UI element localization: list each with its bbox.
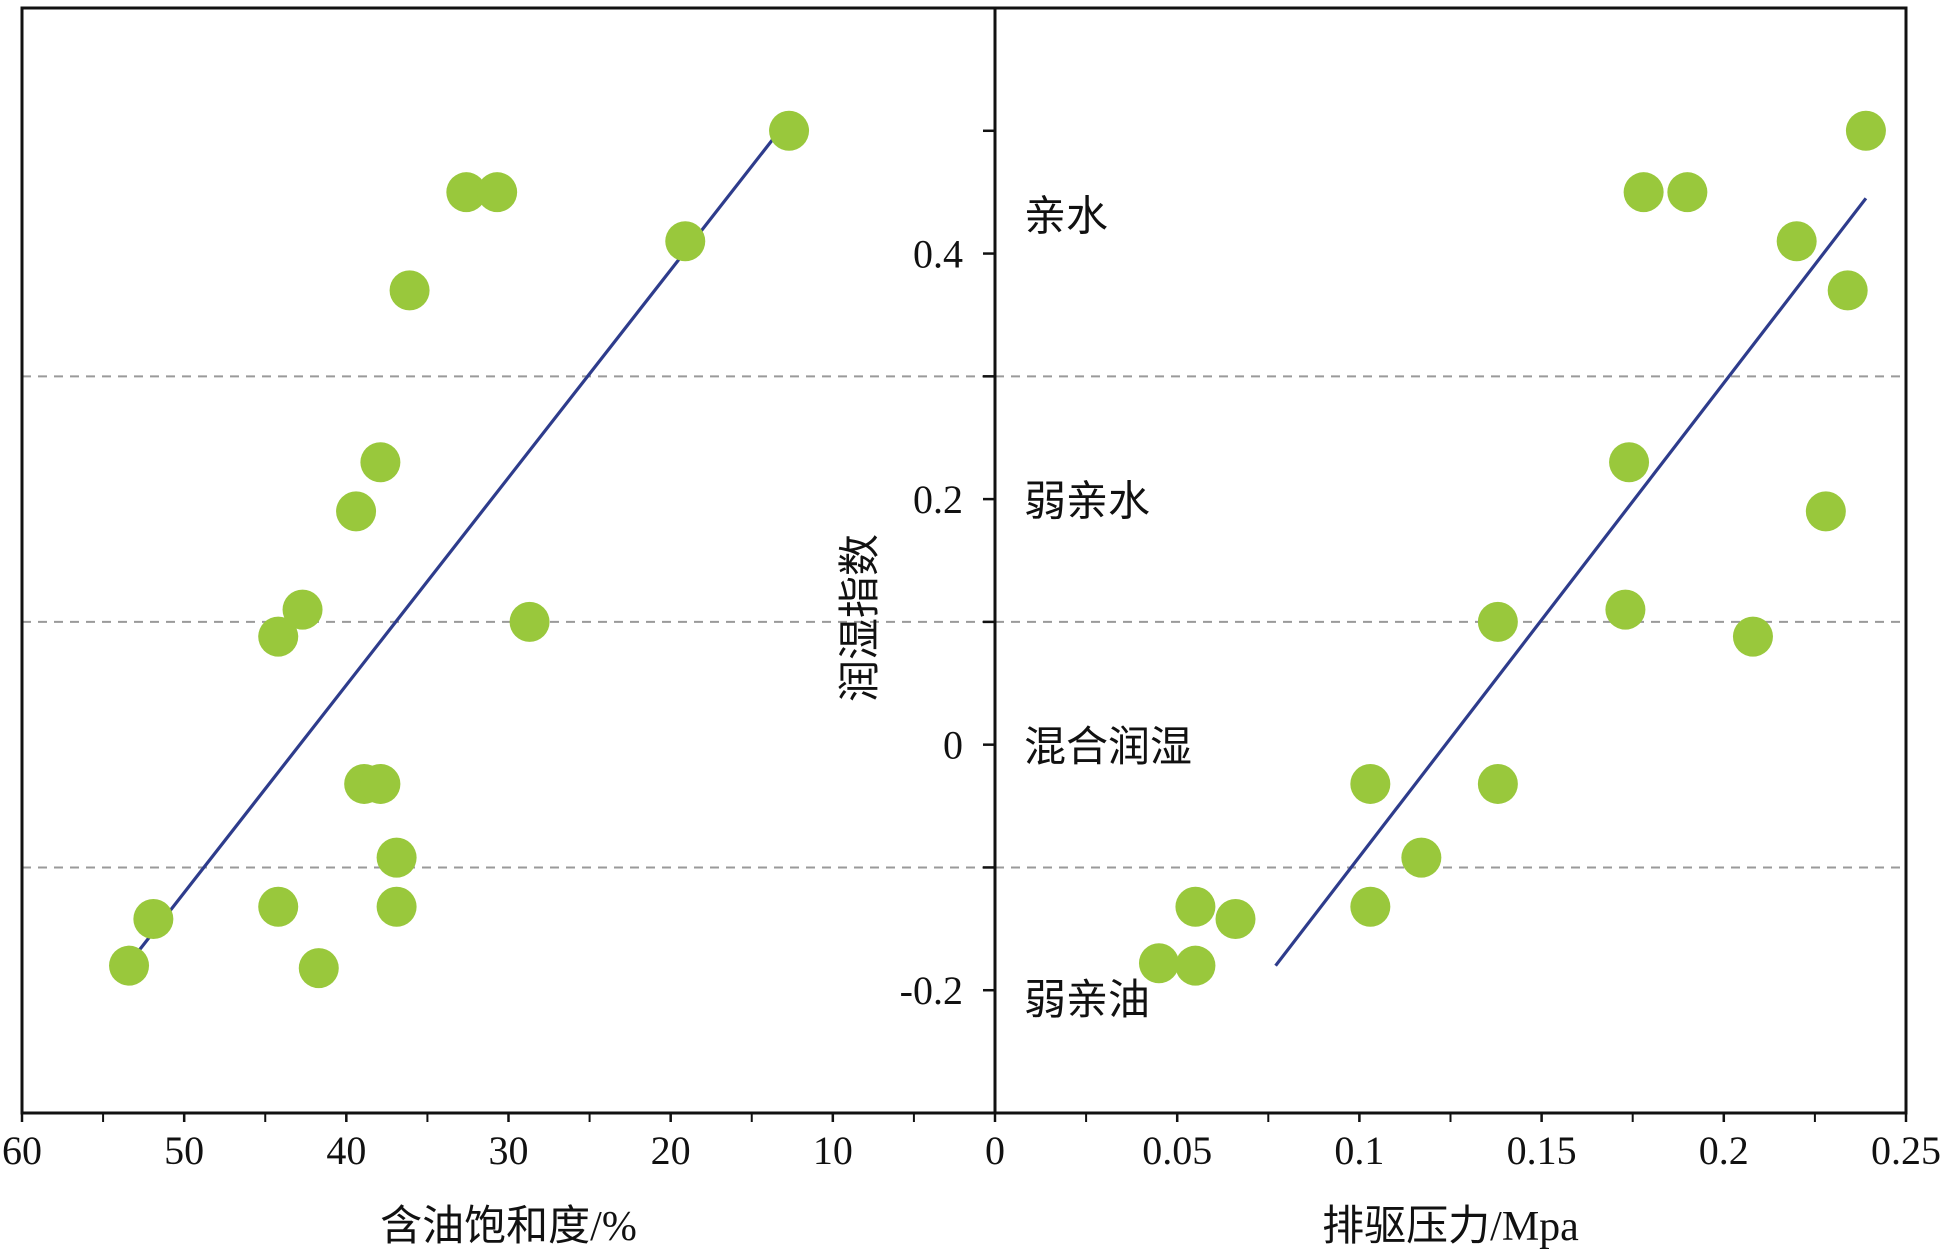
right-panel-point-8 [1477, 601, 1518, 642]
left-panel-point-1 [133, 899, 174, 940]
left-panel-point-2 [258, 886, 299, 927]
y-axis-title: 润湿指数 [838, 534, 884, 702]
right-panel-point-16 [1827, 270, 1868, 311]
y-tick-label-0: -0.2 [900, 968, 963, 1013]
zone-label-3: 弱亲油 [1024, 978, 1150, 1024]
right-panel-x-tick-label-2: 0.1 [1334, 1128, 1384, 1173]
right-panel-point-11 [1623, 172, 1664, 213]
left-panel-x-tick-label-3: 30 [489, 1128, 529, 1173]
left-panel-x-tick-label-1: 50 [164, 1128, 204, 1173]
zone-label-0: 亲水 [1024, 195, 1108, 241]
right-panel-point-10 [1609, 442, 1650, 483]
right-panel-point-15 [1805, 491, 1846, 532]
data-points [109, 110, 1886, 989]
left-panel-point-0 [109, 945, 150, 986]
right-panel-x-tick-label-5: 0.25 [1871, 1128, 1941, 1173]
left-panel-point-5 [376, 837, 417, 878]
left-panel-point-12 [389, 270, 430, 311]
right-panel-point-0 [1138, 943, 1179, 984]
right-panel-point-1 [1175, 945, 1216, 986]
left-panel-point-9 [282, 589, 323, 630]
right-panel-point-2 [1175, 886, 1216, 927]
right-panel-point-9 [1605, 589, 1646, 630]
left-panel-point-11 [360, 442, 401, 483]
left-panel-x-tick-label-5: 10 [813, 1128, 853, 1173]
right-panel-point-12 [1667, 172, 1708, 213]
left-panel-point-7 [360, 763, 401, 804]
right-panel-point-17 [1845, 110, 1886, 151]
left-panel-point-17 [769, 110, 810, 151]
right-panel-x-tick-label-0: 0 [985, 1128, 1005, 1173]
left-panel-point-16 [665, 221, 706, 262]
labels: 60 50 40 30 20 10 含油饱和度/% 0 0.05 0.1 0.15 0.2 0.25 排驱… [2, 195, 1941, 1250]
right-panel-x-axis-title: 排驱压力/Mpa [1322, 1204, 1579, 1250]
right-panel-point-5 [1350, 886, 1391, 927]
right-panel-x-tick-label-3: 0.15 [1507, 1128, 1577, 1173]
left-panel-point-4 [376, 886, 417, 927]
right-panel-trendline [1274, 197, 1868, 967]
right-panel-point-3 [1215, 899, 1256, 940]
right-panel-x-tick-label-1: 0.05 [1142, 1128, 1212, 1173]
left-panel-x-axis-title: 含油饱和度/% [380, 1204, 637, 1250]
right-panel-point-14 [1776, 221, 1817, 262]
right-panel-x-tick-label-4: 0.2 [1699, 1128, 1749, 1173]
left-panel-x-tick-label-0: 60 [2, 1128, 42, 1173]
right-panel-frame [993, 6, 1908, 1115]
right-panel-point-4 [1350, 763, 1391, 804]
right-panel-point-13 [1732, 616, 1773, 657]
axes [20, 6, 1908, 1122]
left-panel-point-3 [298, 948, 339, 989]
left-panel-point-15 [509, 601, 550, 642]
left-panel-point-10 [336, 491, 377, 532]
y-tick-label-3: 0.4 [913, 232, 963, 277]
left-panel-x-tick-label-2: 40 [326, 1128, 366, 1173]
zone-label-1: 弱亲水 [1024, 480, 1150, 526]
left-panel-point-14 [477, 172, 518, 213]
y-tick-label-1: 0 [943, 723, 963, 768]
right-panel-point-7 [1477, 763, 1518, 804]
zone-label-2: 混合润湿 [1024, 725, 1192, 771]
y-tick-label-2: 0.2 [913, 477, 963, 522]
right-panel-point-6 [1401, 837, 1442, 878]
left-panel-x-tick-label-4: 20 [651, 1128, 691, 1173]
left-panel-point-13 [446, 172, 487, 213]
left-panel-point-8 [258, 616, 299, 657]
gridlines [22, 375, 1906, 869]
